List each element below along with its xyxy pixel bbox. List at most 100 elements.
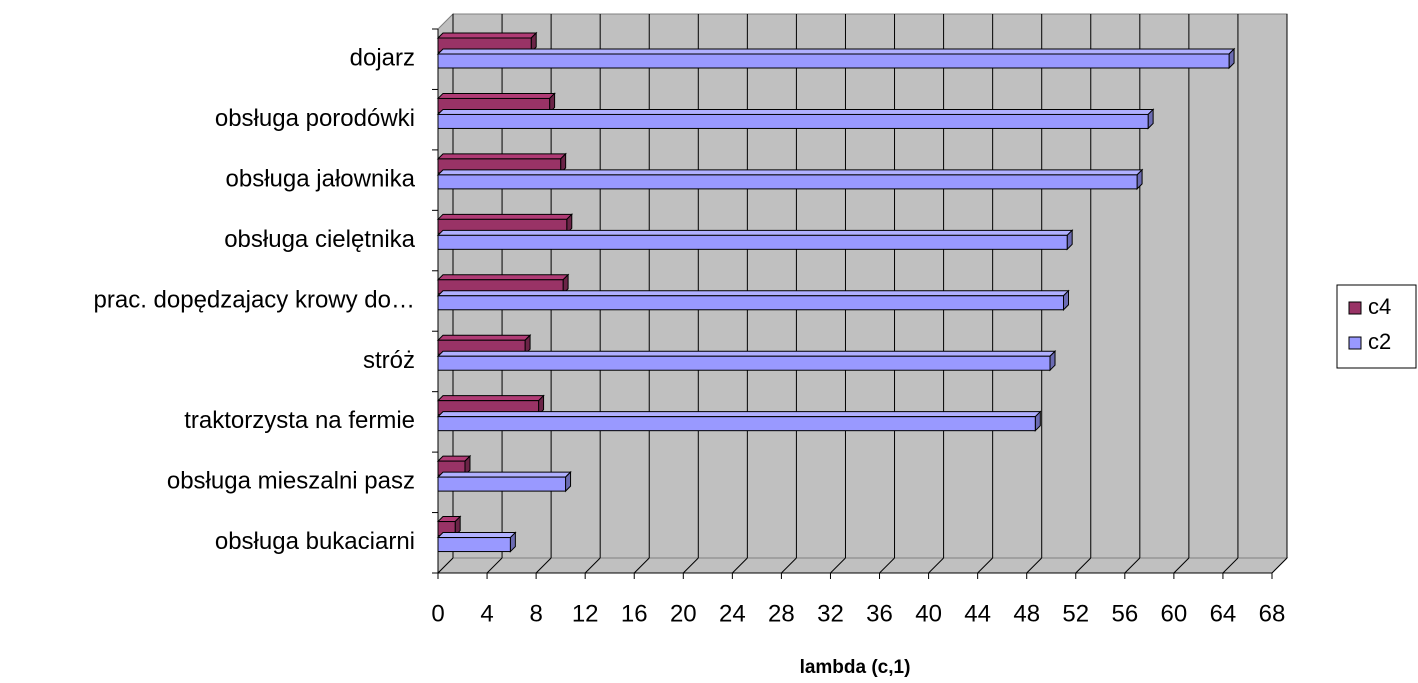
bar-top	[436, 48, 1236, 55]
category-label: stróż	[363, 347, 415, 374]
bar-top	[436, 108, 1155, 115]
grid-line-floor	[977, 557, 994, 574]
grid-line	[731, 14, 748, 574]
legend-label: c2	[1368, 329, 1391, 354]
category-label: obsługa bukaciarni	[215, 528, 415, 555]
grid-line-floor	[437, 557, 454, 574]
category-label: obsługa cielętnika	[224, 226, 415, 253]
x-tick-label: 40	[915, 600, 942, 627]
bar-top	[436, 274, 570, 281]
x-tick-label: 12	[572, 600, 599, 627]
bar-top	[436, 153, 567, 160]
x-tick-label: 32	[817, 600, 844, 627]
grid-line	[781, 14, 797, 574]
grid-line-floor	[486, 557, 503, 574]
bar-top	[436, 32, 538, 39]
grid-line	[1222, 14, 1239, 574]
grid-line-floor	[1124, 557, 1141, 574]
grid-line-floor	[535, 557, 552, 574]
x-tick-label: 56	[1111, 600, 1138, 627]
grid-line	[977, 14, 994, 574]
grid-line	[584, 14, 601, 574]
x-tick-label: 60	[1161, 600, 1188, 627]
bar-front	[437, 476, 567, 492]
bar-top	[436, 213, 573, 220]
category-label: prac. dopędzajacy krowy do…	[94, 286, 416, 313]
legend-swatch	[1348, 301, 1362, 315]
bar-top	[436, 169, 1144, 176]
bar-front	[437, 537, 511, 553]
grid-line-floor	[830, 557, 846, 574]
grid-line-floor	[1271, 557, 1288, 574]
grid-line	[879, 14, 896, 574]
x-tick-label: 64	[1210, 600, 1237, 627]
bar-top	[436, 92, 556, 99]
grid-line	[928, 14, 945, 574]
x-tick-label: 8	[529, 600, 542, 627]
bar-front	[437, 355, 1051, 371]
bar	[436, 47, 1236, 70]
grid-line-floor	[1075, 557, 1092, 574]
grid-line	[1026, 14, 1043, 574]
category-label: obsługa porodówki	[215, 105, 415, 132]
x-tick-label: 48	[1013, 600, 1040, 627]
bar-top	[436, 395, 545, 402]
legend-box	[1336, 284, 1417, 369]
category-label: obsługa mieszalni pasz	[167, 468, 415, 495]
bar-front	[437, 234, 1068, 250]
x-tick-label: 68	[1259, 600, 1286, 627]
bar	[436, 470, 572, 493]
grid-line-floor	[1173, 557, 1190, 574]
grid-line	[1271, 14, 1288, 574]
grid-line-floor	[731, 557, 748, 574]
bar	[436, 531, 517, 553]
x-axis-title: lambda (c,1)	[800, 657, 911, 678]
bar-top	[436, 290, 1070, 297]
bar-top	[436, 334, 532, 341]
grid-line-floor	[682, 557, 699, 574]
grid-line	[1124, 14, 1141, 574]
grid-line	[1075, 14, 1092, 574]
bar-front	[437, 174, 1138, 190]
category-label: obsługa jałownika	[226, 165, 416, 192]
category-label: dojarz	[350, 45, 415, 72]
legend-label: c4	[1368, 294, 1391, 319]
bar-top	[436, 411, 1042, 418]
bar-top	[436, 229, 1074, 236]
x-tick-label: 0	[431, 600, 444, 627]
category-label: traktorzysta na fermie	[184, 407, 415, 434]
bar	[436, 289, 1070, 311]
x-tick-label: 16	[621, 600, 648, 627]
bar-front	[437, 53, 1230, 69]
x-tick-label: 52	[1062, 600, 1089, 627]
legend-swatch	[1348, 336, 1362, 350]
grid-line-floor	[879, 557, 895, 574]
bar-front	[437, 113, 1149, 129]
bar	[436, 168, 1144, 191]
grid-line	[1173, 14, 1190, 574]
x-tick-label: 4	[480, 600, 493, 627]
grid-line-floor	[1026, 557, 1043, 574]
grid-line-floor	[633, 557, 650, 574]
x-tick-label: 24	[719, 600, 746, 627]
grid-line-floor	[1222, 557, 1239, 574]
bar	[436, 108, 1155, 130]
grid-line-floor	[781, 557, 797, 574]
bar-top	[436, 532, 517, 539]
grid-line	[682, 14, 699, 574]
x-tick-label: 44	[964, 600, 991, 627]
bar	[436, 350, 1057, 372]
bar-front	[437, 295, 1064, 311]
grid-line-floor	[928, 557, 944, 574]
bar-top	[436, 350, 1057, 357]
bar	[436, 410, 1042, 432]
back-wall	[452, 13, 1288, 559]
x-tick-label: 20	[670, 600, 697, 627]
grid-line-floor	[584, 557, 601, 574]
grid-line	[633, 14, 650, 574]
grid-line	[830, 14, 846, 574]
bar-front	[437, 416, 1036, 432]
bar	[436, 229, 1074, 251]
bar-top	[436, 471, 572, 478]
